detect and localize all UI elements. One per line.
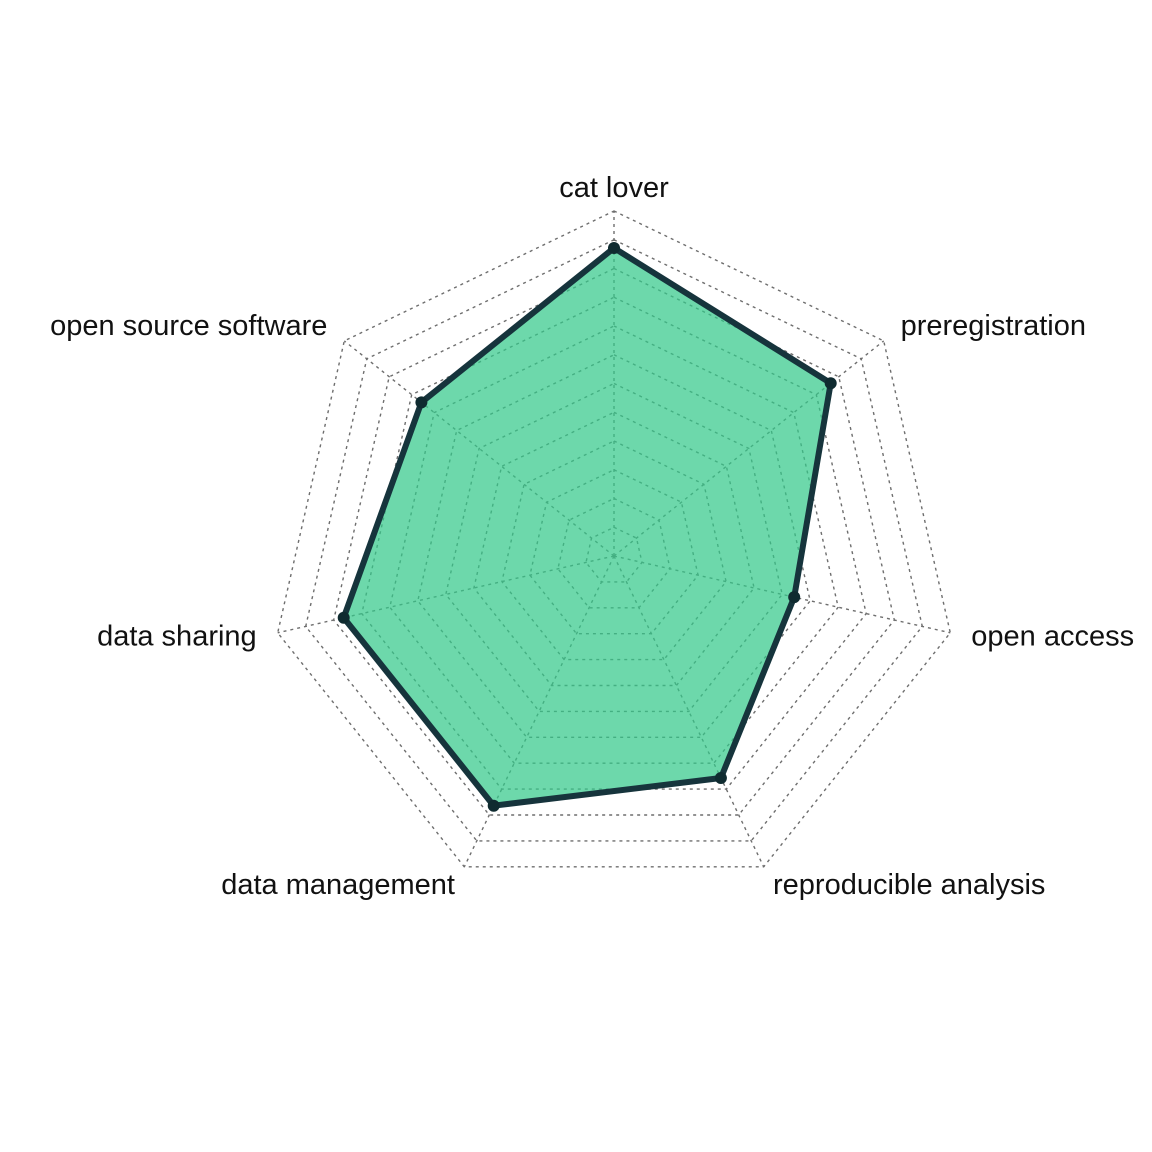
data-layer [337, 242, 837, 812]
axis-label-open-source-software: open source software [50, 310, 327, 342]
data-point-open-source-software [415, 396, 428, 409]
data-point-preregistration [824, 377, 837, 390]
axis-label-open-access: open access [971, 620, 1134, 652]
axis-label-reproducible-analysis: reproducible analysis [773, 869, 1045, 901]
data-point-data-sharing [337, 611, 350, 624]
data-point-data-management [487, 799, 500, 812]
data-point-reproducible-analysis [714, 772, 727, 784]
series-area [340, 245, 834, 809]
axis-label-cat-lover: cat lover [559, 172, 669, 204]
axis-label-data-management: data management [221, 869, 455, 901]
data-point-cat-lover [608, 242, 620, 254]
grid-ring [304, 239, 924, 842]
axis-labels: cat lover preregistration open access repro… [50, 172, 1134, 901]
axis-label-preregistration: preregistration [901, 310, 1086, 342]
data-point-open-access [788, 591, 801, 604]
axis-label-data-sharing: data sharing [97, 620, 257, 652]
